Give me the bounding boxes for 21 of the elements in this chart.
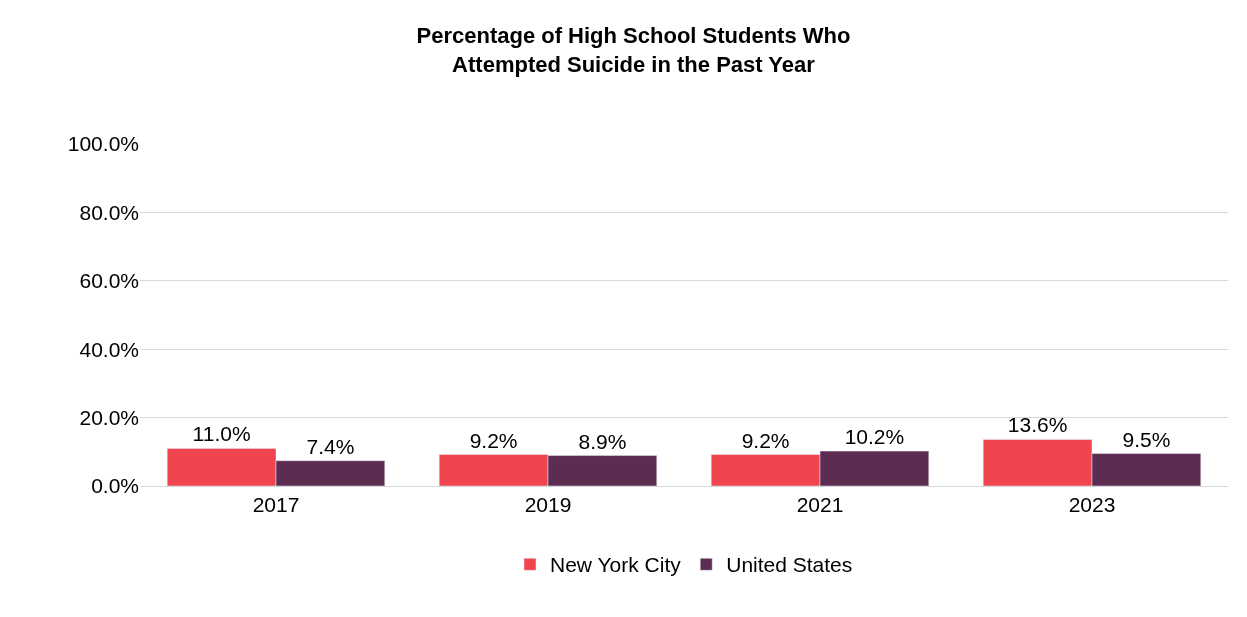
x-tick-label: 2021: [796, 493, 844, 517]
y-tick-label: 0.0%: [91, 474, 139, 498]
data-label: 9.2%: [469, 428, 518, 452]
data-label: 7.4%: [306, 434, 355, 458]
data-label: 9.2%: [741, 428, 790, 452]
y-tick-label: 80.0%: [79, 200, 139, 224]
legend-label: United States: [726, 553, 853, 577]
data-label: 10.2%: [844, 425, 905, 449]
x-tick-label: 2023: [1068, 493, 1116, 517]
y-tick-label: 20.0%: [79, 405, 139, 429]
data-label: 8.9%: [578, 429, 627, 453]
legend-label: New York City: [550, 553, 682, 577]
data-label: 11.0%: [192, 422, 251, 446]
data-label: 9.5%: [1122, 427, 1171, 451]
chart-title: Percentage of High School Students Who Attempted Suicide in the Past Year: [416, 23, 851, 77]
x-tick-label: 2019: [524, 493, 572, 517]
y-tick-label: 60.0%: [79, 269, 139, 293]
x-tick-label: 2017: [252, 493, 300, 517]
data-label: 13.6%: [1007, 413, 1068, 437]
y-tick-label: 100.0%: [67, 132, 139, 156]
y-tick-label: 40.0%: [79, 337, 139, 361]
